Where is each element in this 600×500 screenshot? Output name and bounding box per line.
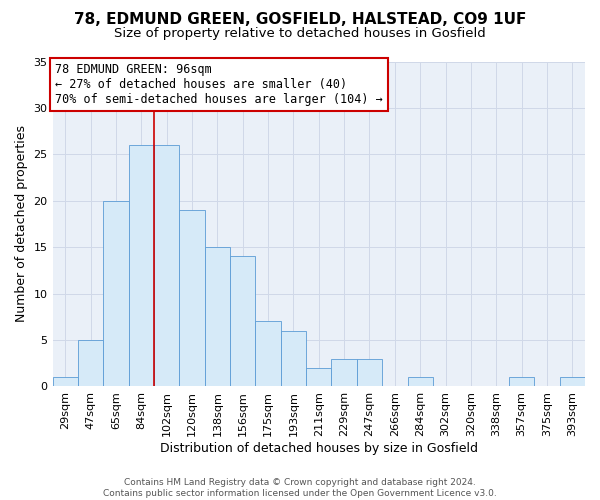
Text: Size of property relative to detached houses in Gosfield: Size of property relative to detached ho… [114,28,486,40]
Bar [154,145,179,386]
Bar [306,368,331,386]
Bar [205,247,230,386]
Bar [509,377,534,386]
Text: Contains HM Land Registry data © Crown copyright and database right 2024.
Contai: Contains HM Land Registry data © Crown c… [103,478,497,498]
Bar [560,377,585,386]
Bar [331,358,357,386]
Bar [53,377,78,386]
Bar [103,201,128,386]
Text: 78, EDMUND GREEN, GOSFIELD, HALSTEAD, CO9 1UF: 78, EDMUND GREEN, GOSFIELD, HALSTEAD, CO… [74,12,526,28]
Bar [281,331,306,386]
Y-axis label: Number of detached properties: Number of detached properties [15,126,28,322]
Bar [256,322,281,386]
Bar [128,145,154,386]
Bar [357,358,382,386]
X-axis label: Distribution of detached houses by size in Gosfield: Distribution of detached houses by size … [160,442,478,455]
Text: 78 EDMUND GREEN: 96sqm
← 27% of detached houses are smaller (40)
70% of semi-det: 78 EDMUND GREEN: 96sqm ← 27% of detached… [55,63,383,106]
Bar [179,210,205,386]
Bar [407,377,433,386]
Bar [230,256,256,386]
Bar [78,340,103,386]
